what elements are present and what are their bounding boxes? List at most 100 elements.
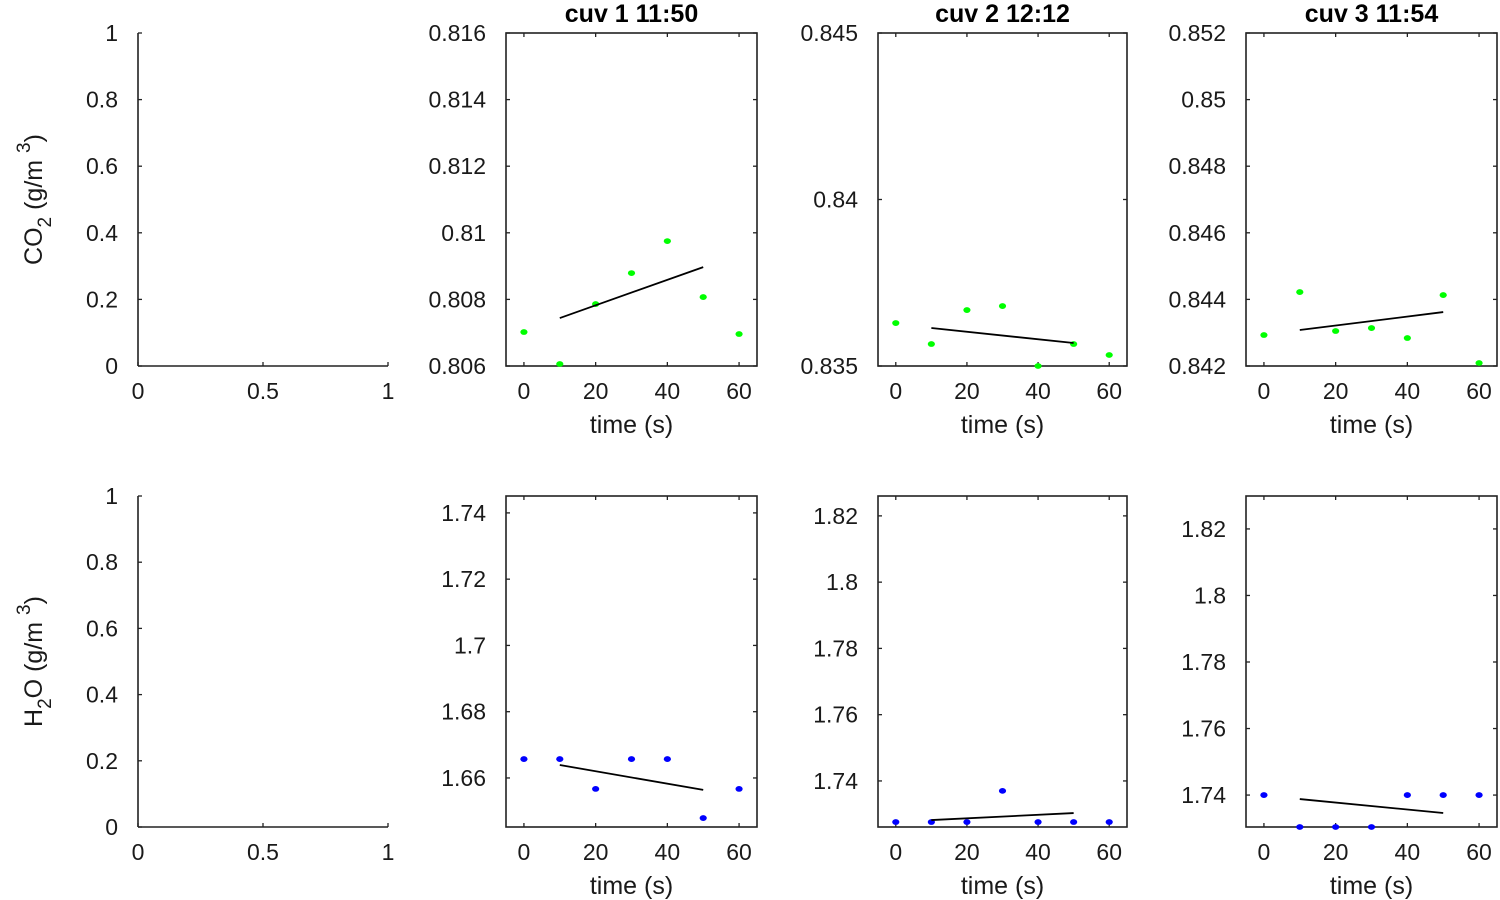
x-tick-label: 40	[655, 839, 681, 865]
data-point	[1105, 352, 1113, 358]
x-tick-label: 40	[655, 378, 681, 404]
fit-line	[559, 764, 704, 791]
data-point	[1403, 335, 1411, 341]
y-tick-label: 0.4	[86, 682, 118, 708]
x-tick-label: 60	[1466, 839, 1492, 865]
x-tick-label: 20	[583, 839, 609, 865]
data-point	[556, 361, 564, 367]
y-tick-label: 1.78	[1181, 649, 1226, 675]
data-point	[1260, 792, 1268, 798]
panel-2: 0 20 40 60 0.835 0.84 0.845 cuv 2 12:12 time (s)	[800, 0, 1128, 439]
y-tick-label: 0.808	[428, 286, 486, 312]
y-tick-label: 0.6	[86, 615, 118, 641]
panel-3: 0 20 40 60 0.842 0.844 0.846 0.848 0.85 0.852 cuv …	[1168, 0, 1498, 439]
data-point	[998, 787, 1007, 794]
x-tick-label: 20	[1323, 378, 1349, 404]
data-point	[699, 815, 707, 821]
data-point	[1403, 792, 1411, 798]
axes-box	[505, 495, 758, 828]
data-point	[1332, 824, 1340, 830]
data-point	[735, 331, 743, 337]
x-tick-label: 60	[1466, 378, 1492, 404]
y-tick-label: 0	[105, 814, 118, 840]
data-point	[1475, 792, 1483, 798]
x-tick-label: 0.5	[247, 378, 279, 404]
y-tick-label: 0.2	[86, 286, 118, 312]
data-point	[663, 238, 671, 245]
y-tick-label: 1.72	[441, 566, 486, 592]
data-point	[1296, 824, 1304, 830]
y-tick-label: 0.845	[800, 20, 858, 46]
data-point	[699, 294, 707, 300]
y-tick-label: 1	[105, 20, 118, 46]
x-axis-label: time (s)	[961, 872, 1044, 900]
y-tick-label: 0.8	[86, 87, 118, 113]
fit-line	[931, 812, 1074, 821]
data-point	[963, 307, 971, 313]
data-point	[892, 819, 900, 825]
axes-box	[877, 495, 1128, 828]
data-point	[1105, 819, 1113, 825]
x-axis-label: time (s)	[1330, 872, 1413, 900]
x-axis-label: time (s)	[961, 411, 1044, 439]
panel-title: cuv 1 11:50	[565, 0, 698, 28]
y-tick-label: 1.76	[1181, 716, 1226, 742]
data-point	[1034, 819, 1042, 825]
x-tick-label: 60	[1096, 839, 1122, 865]
data-point	[627, 756, 636, 762]
data-point	[1260, 332, 1268, 338]
x-axis-label: time (s)	[1330, 411, 1413, 439]
y-tick-label: 1.66	[441, 765, 486, 791]
y-tick-label: 1.74	[441, 500, 486, 526]
panel-4: 0 0.5 1 0 0.2 0.4 0.6 0.8 1 H2O (g/m 3)	[14, 483, 394, 865]
data-point	[892, 320, 900, 326]
data-point	[1034, 363, 1042, 369]
y-tick-label: 1.68	[441, 699, 486, 725]
data-point	[556, 756, 564, 762]
data-point	[1475, 360, 1483, 366]
data-point	[1332, 328, 1340, 334]
y-tick-label: 1.82	[813, 503, 858, 529]
x-tick-label: 60	[1096, 378, 1122, 404]
data-point	[963, 819, 971, 825]
data-point	[520, 329, 528, 335]
data-point	[520, 756, 528, 762]
panel-5: 0 20 40 60 1.66 1.68 1.7 1.72 1.74 time (s)	[441, 495, 758, 900]
y-tick-label: 1	[105, 483, 118, 509]
data-point	[627, 270, 636, 276]
x-tick-label: 60	[726, 839, 752, 865]
axes-box	[1245, 32, 1498, 367]
data-point	[927, 341, 935, 347]
x-tick-label: 0	[889, 839, 902, 865]
x-tick-label: 60	[726, 378, 752, 404]
panel-6: 0 20 40 60 1.74 1.76 1.78 1.8 1.82 time (s)	[813, 495, 1128, 900]
data-point	[1367, 325, 1376, 331]
data-point	[1439, 292, 1447, 298]
y-tick-label: 0.85	[1181, 87, 1226, 113]
x-tick-label: 40	[1395, 839, 1421, 865]
y-tick-label: 0.816	[428, 20, 486, 46]
data-point	[735, 785, 743, 792]
y-tick-label: 0.4	[86, 220, 118, 246]
x-tick-label: 0	[518, 378, 531, 404]
fit-line	[931, 327, 1074, 344]
x-tick-label: 0	[1258, 378, 1271, 404]
panel-1: 0 20 40 60 0.806 0.808 0.81 0.812 0.814 0.816 cuv …	[428, 0, 758, 439]
y-tick-label: 0.846	[1168, 220, 1226, 246]
y-tick-label: 0.842	[1168, 353, 1226, 379]
y-tick-label: 0.806	[428, 353, 486, 379]
x-tick-label: 20	[954, 839, 980, 865]
y-tick-label: 0.2	[86, 748, 118, 774]
y-tick-label: 0	[105, 353, 118, 379]
data-point	[663, 756, 671, 762]
data-point	[1439, 792, 1447, 798]
data-point	[1367, 824, 1376, 830]
x-tick-label: 40	[1025, 839, 1051, 865]
panel-title: cuv 3 11:54	[1305, 0, 1439, 28]
x-tick-label: 40	[1395, 378, 1421, 404]
axes-box	[877, 32, 1128, 367]
x-tick-label: 0	[889, 378, 902, 404]
fit-line	[1299, 311, 1444, 331]
y-tick-label: 1.8	[826, 569, 858, 595]
